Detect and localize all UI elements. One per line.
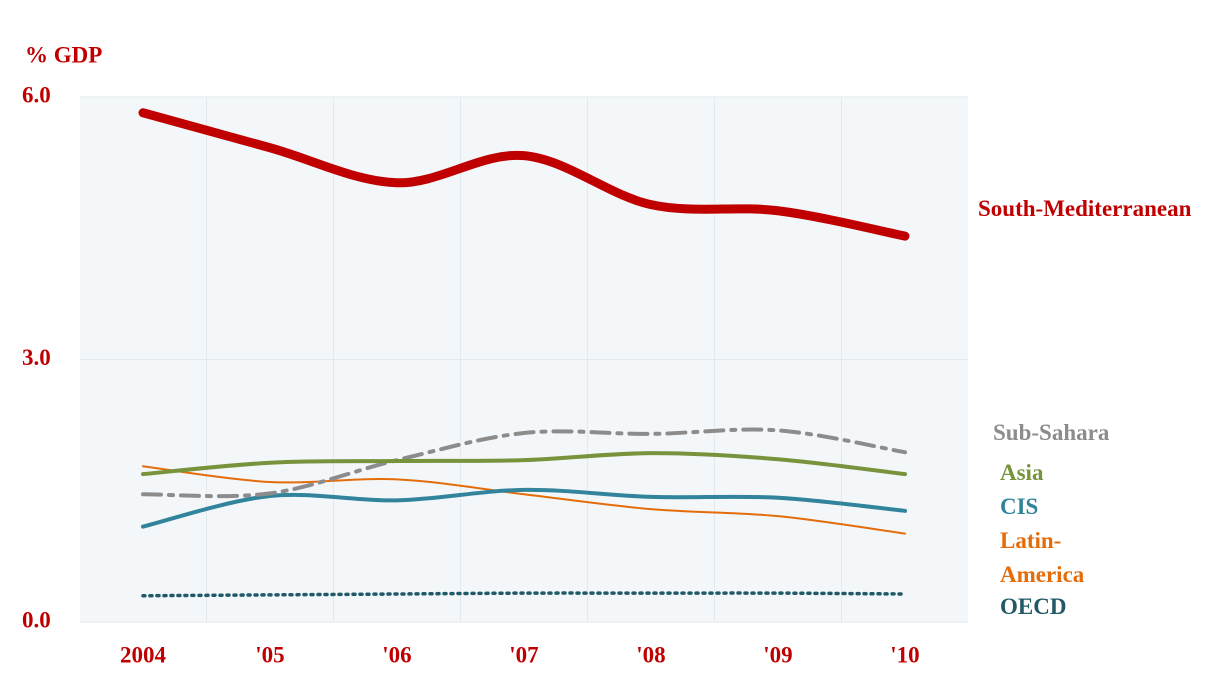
- x-tick-label: '10: [890, 642, 919, 667]
- series-line: [141, 487, 907, 529]
- x-tick-label: '09: [763, 642, 792, 667]
- series-line: [141, 451, 907, 477]
- series-label: Latin-America: [1000, 528, 1085, 587]
- y-axis-title: % GDP: [25, 42, 102, 67]
- series-line: [141, 427, 907, 499]
- series-line: [142, 465, 906, 535]
- series-line: [138, 108, 910, 241]
- series-line: [141, 591, 907, 598]
- x-tick-label: 2004: [120, 642, 167, 667]
- series-label: South-Mediterranean: [978, 196, 1192, 221]
- series-label: Asia: [1000, 460, 1044, 485]
- x-tick-label: '08: [636, 642, 665, 667]
- y-tick-label: 3.0: [22, 345, 51, 370]
- x-tick-label: '05: [255, 642, 284, 667]
- series-label: Sub-Sahara: [993, 420, 1110, 445]
- y-tick-label: 0.0: [22, 607, 51, 632]
- y-tick-label: 6.0: [22, 82, 51, 107]
- x-tick-label: '07: [509, 642, 538, 667]
- series-label: CIS: [1000, 494, 1039, 519]
- series-label: OECD: [1000, 594, 1067, 619]
- x-tick-label: '06: [382, 642, 411, 667]
